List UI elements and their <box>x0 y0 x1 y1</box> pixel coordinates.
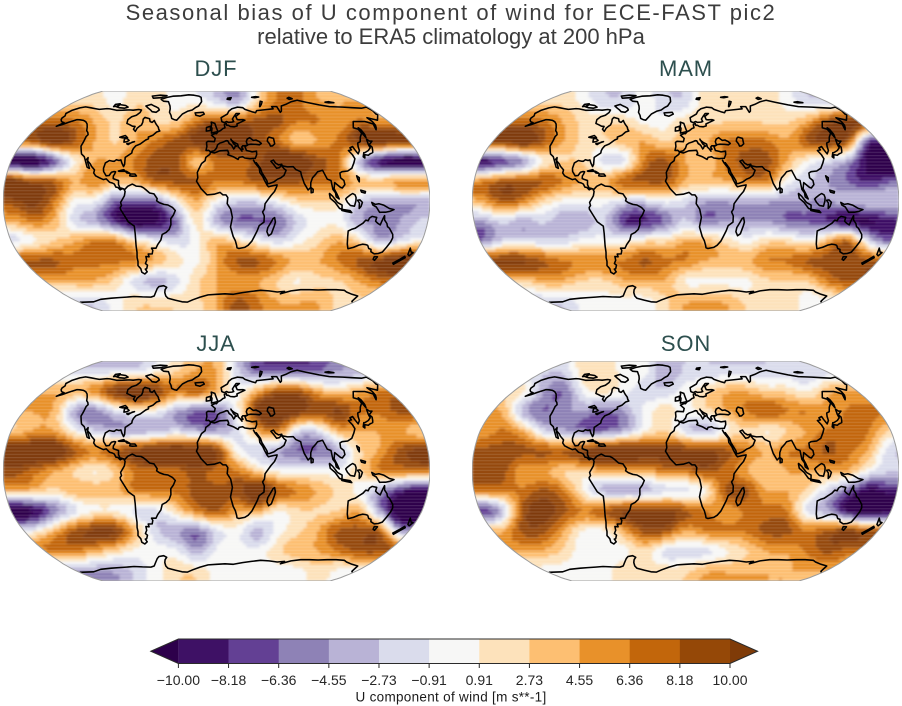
svg-text:10.00: 10.00 <box>712 672 747 688</box>
svg-text:−6.36: −6.36 <box>261 672 297 688</box>
svg-text:−10.00: −10.00 <box>157 672 200 688</box>
svg-text:−0.91: −0.91 <box>411 672 447 688</box>
svg-text:6.36: 6.36 <box>616 672 643 688</box>
svg-text:2.73: 2.73 <box>516 672 543 688</box>
svg-text:4.55: 4.55 <box>566 672 593 688</box>
svg-text:−8.18: −8.18 <box>211 672 247 688</box>
svg-text:8.18: 8.18 <box>666 672 693 688</box>
svg-text:U component of wind [m s**-1]: U component of wind [m s**-1] <box>355 690 546 705</box>
svg-text:−4.55: −4.55 <box>311 672 347 688</box>
svg-text:0.91: 0.91 <box>466 672 493 688</box>
svg-text:−2.73: −2.73 <box>361 672 397 688</box>
